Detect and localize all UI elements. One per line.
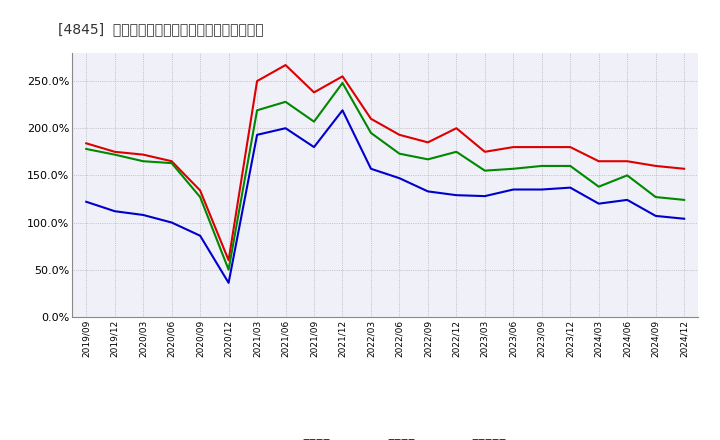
流動比率 [395, 132, 404, 137]
Line: 流動比率: 流動比率 [86, 65, 684, 260]
現預金比率 [395, 176, 404, 181]
Line: 現預金比率: 現預金比率 [86, 110, 684, 283]
当座比率 [680, 197, 688, 202]
流動比率 [366, 116, 375, 121]
当座比率 [480, 168, 489, 173]
当座比率 [282, 99, 290, 104]
当座比率 [338, 81, 347, 86]
当座比率 [167, 161, 176, 166]
流動比率 [652, 163, 660, 169]
現預金比率 [537, 187, 546, 192]
流動比率 [282, 62, 290, 68]
当座比率 [509, 166, 518, 172]
現預金比率 [196, 233, 204, 238]
流動比率 [537, 144, 546, 150]
当座比率 [423, 157, 432, 162]
当座比率 [566, 163, 575, 169]
当座比率 [452, 149, 461, 154]
流動比率 [167, 158, 176, 164]
当座比率 [82, 147, 91, 152]
Line: 当座比率: 当座比率 [86, 83, 684, 270]
流動比率 [680, 166, 688, 172]
当座比率 [366, 130, 375, 136]
流動比率 [310, 90, 318, 95]
流動比率 [566, 144, 575, 150]
現預金比率 [480, 194, 489, 199]
当座比率 [139, 158, 148, 164]
当座比率 [253, 108, 261, 113]
流動比率 [338, 74, 347, 79]
流動比率 [110, 149, 119, 154]
当座比率 [225, 267, 233, 272]
現預金比率 [623, 197, 631, 202]
現預金比率 [652, 213, 660, 219]
現預金比率 [167, 220, 176, 225]
現預金比率 [566, 185, 575, 190]
現預金比率 [338, 108, 347, 113]
現預金比率 [282, 125, 290, 131]
現預金比率 [253, 132, 261, 137]
流動比率 [452, 125, 461, 131]
流動比率 [139, 152, 148, 157]
当座比率 [110, 152, 119, 157]
現預金比率 [509, 187, 518, 192]
流動比率 [595, 158, 603, 164]
流動比率 [82, 141, 91, 146]
現預金比率 [225, 280, 233, 286]
流動比率 [509, 144, 518, 150]
現預金比率 [110, 209, 119, 214]
流動比率 [253, 78, 261, 84]
現預金比率 [595, 201, 603, 206]
現預金比率 [310, 144, 318, 150]
当座比率 [595, 184, 603, 189]
流動比率 [423, 140, 432, 145]
当座比率 [537, 163, 546, 169]
現預金比率 [423, 189, 432, 194]
現預金比率 [452, 193, 461, 198]
当座比率 [652, 194, 660, 200]
流動比率 [225, 257, 233, 263]
現預金比率 [139, 213, 148, 218]
当座比率 [395, 151, 404, 156]
Text: [4845]  流動比率、当座比率、現預金比率の推移: [4845] 流動比率、当座比率、現預金比率の推移 [58, 22, 264, 36]
当座比率 [623, 173, 631, 178]
現預金比率 [82, 199, 91, 205]
流動比率 [623, 158, 631, 164]
当座比率 [310, 119, 318, 124]
流動比率 [196, 188, 204, 193]
現預金比率 [366, 166, 375, 172]
流動比率 [480, 149, 489, 154]
当座比率 [196, 194, 204, 200]
Legend: 流動比率, 当座比率, 現預金比率: 流動比率, 当座比率, 現預金比率 [258, 433, 512, 440]
現預金比率 [680, 216, 688, 221]
